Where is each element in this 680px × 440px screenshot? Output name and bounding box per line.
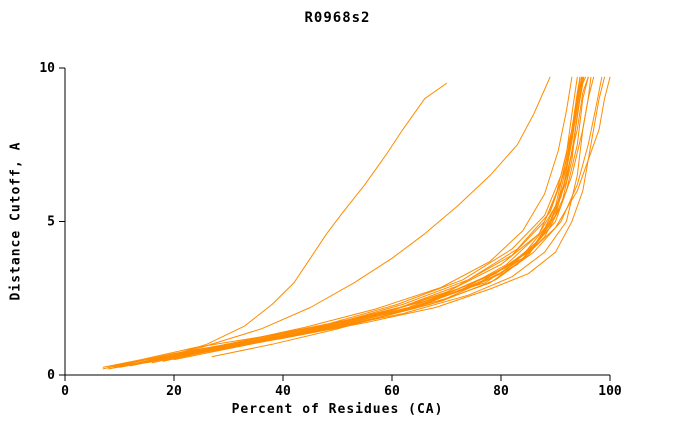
y-tick-label: 5	[47, 215, 55, 230]
model-curve-19	[108, 76, 583, 370]
model-curve-17	[113, 76, 603, 368]
x-axis-label: Percent of Residues (CA)	[231, 402, 444, 417]
x-tick-label: 100	[598, 384, 622, 399]
model-curve-12	[102, 76, 581, 370]
x-tick-label: 80	[493, 384, 509, 399]
y-axis-label: Distance Cutoff, A	[8, 141, 24, 301]
y-tick-label: 10	[39, 61, 55, 76]
x-tick-label: 0	[61, 384, 69, 399]
model-curve-11	[173, 76, 581, 361]
x-tick-label: 20	[166, 384, 182, 399]
model-curve-15	[211, 76, 578, 358]
model-curve-20	[124, 76, 573, 367]
chart-title: R0968s2	[304, 10, 371, 26]
y-tick-label: 0	[47, 368, 55, 383]
x-tick-label: 40	[275, 384, 291, 399]
x-tick-label: 60	[384, 384, 400, 399]
model-curve-13	[140, 76, 551, 364]
model-curve-14	[157, 82, 447, 361]
model-curve-16	[119, 76, 589, 368]
model-curve-18	[129, 76, 585, 367]
